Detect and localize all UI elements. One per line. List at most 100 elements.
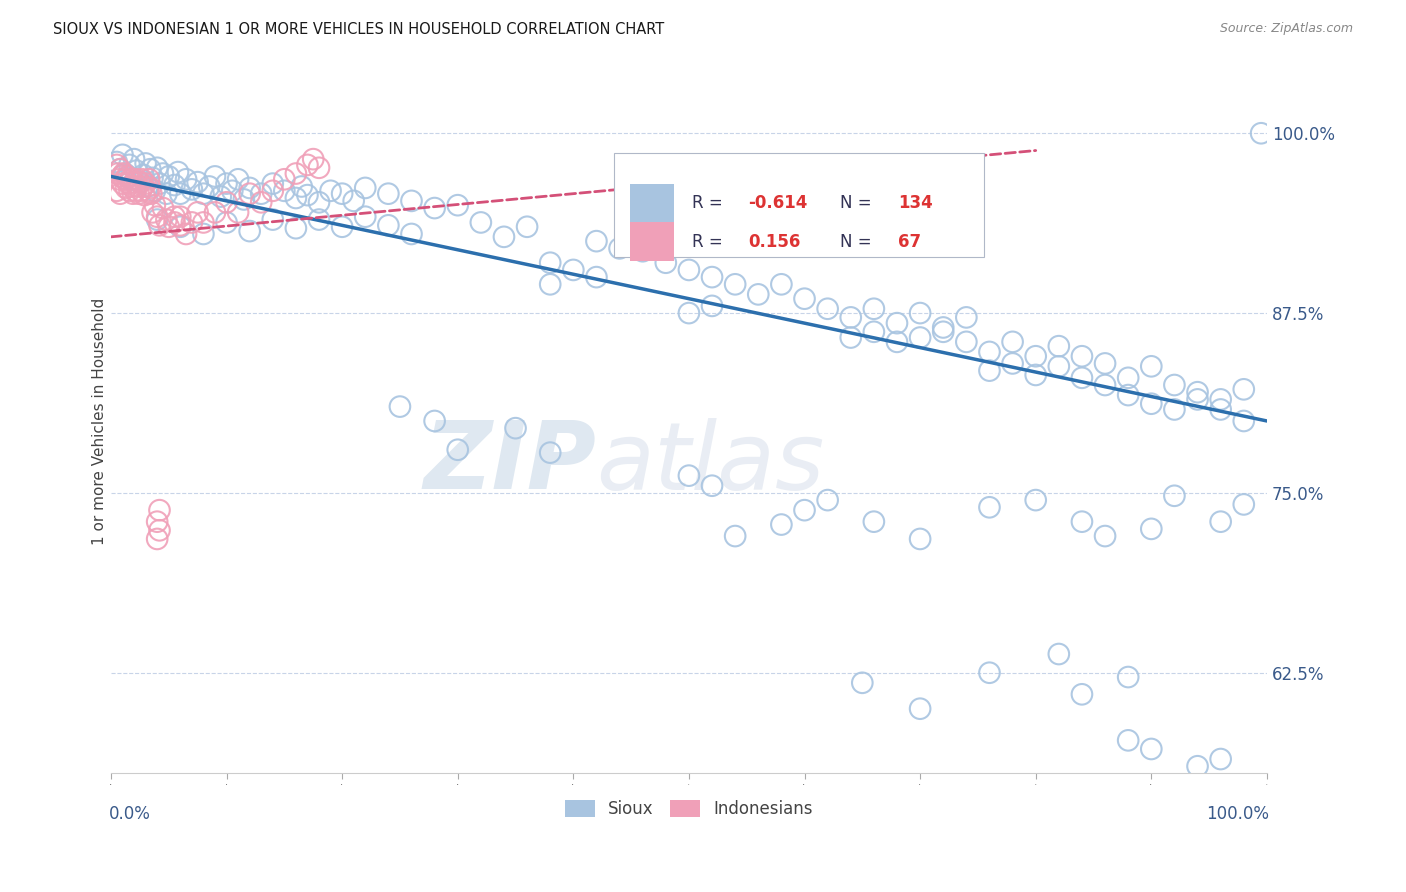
Point	[111, 148, 134, 162]
Point	[174, 227, 197, 241]
Text: N =: N =	[841, 194, 877, 212]
Point	[1025, 349, 1047, 363]
Point	[1163, 402, 1185, 417]
Point	[302, 152, 325, 166]
Text: ZIP: ZIP	[423, 417, 596, 509]
Point	[1116, 371, 1139, 385]
Point	[1116, 388, 1139, 402]
Point	[1187, 385, 1209, 400]
Point	[273, 172, 295, 186]
Point	[319, 184, 342, 198]
Point	[1071, 349, 1094, 363]
Point	[132, 179, 155, 194]
Point	[538, 277, 561, 292]
Point	[193, 186, 215, 201]
Point	[297, 158, 319, 172]
Point	[226, 205, 249, 219]
Point	[700, 270, 723, 285]
Point	[127, 179, 149, 194]
Point	[1047, 647, 1070, 661]
Point	[423, 201, 446, 215]
Point	[932, 320, 955, 334]
Point	[118, 184, 141, 198]
Point	[1025, 368, 1047, 382]
Point	[1163, 489, 1185, 503]
Point	[1094, 529, 1116, 543]
Point	[139, 181, 162, 195]
Point	[609, 241, 631, 255]
Point	[284, 221, 307, 235]
Point	[157, 169, 180, 184]
Text: -0.614: -0.614	[748, 194, 807, 212]
Point	[401, 227, 423, 241]
Point	[187, 205, 209, 219]
Point	[262, 212, 284, 227]
Point	[1187, 759, 1209, 773]
Point	[817, 301, 839, 316]
Point	[204, 169, 226, 184]
Point	[1140, 522, 1163, 536]
Point	[1250, 126, 1272, 140]
Point	[979, 665, 1001, 680]
Point	[146, 212, 169, 227]
Point	[169, 186, 191, 201]
Text: N =: N =	[841, 233, 877, 251]
Point	[1116, 733, 1139, 747]
Point	[124, 184, 146, 198]
Point	[700, 299, 723, 313]
Point	[215, 195, 238, 210]
Point	[1233, 414, 1256, 428]
Point	[1140, 359, 1163, 374]
Point	[117, 177, 139, 191]
Point	[377, 219, 399, 233]
Point	[125, 172, 148, 186]
Point	[516, 219, 538, 234]
Point	[215, 215, 238, 229]
Point	[585, 270, 607, 285]
Point	[388, 400, 411, 414]
Point	[114, 172, 136, 186]
Point	[1047, 359, 1070, 374]
Point	[793, 503, 815, 517]
FancyBboxPatch shape	[614, 153, 984, 258]
Point	[163, 178, 186, 192]
Point	[105, 184, 128, 198]
Point	[108, 186, 131, 201]
Point	[1116, 670, 1139, 684]
Point	[148, 177, 170, 191]
Point	[232, 193, 254, 207]
Point	[1209, 392, 1232, 407]
Text: 134: 134	[898, 194, 934, 212]
Point	[146, 532, 169, 546]
Point	[886, 316, 908, 330]
Bar	[630, 184, 673, 223]
Text: 0.156: 0.156	[748, 233, 800, 251]
Point	[538, 445, 561, 459]
Point	[863, 301, 886, 316]
Point	[152, 167, 174, 181]
Point	[908, 702, 931, 716]
Point	[107, 167, 129, 181]
Point	[678, 468, 700, 483]
Point	[377, 186, 399, 201]
Point	[129, 184, 152, 198]
Point	[747, 287, 769, 301]
Point	[330, 186, 353, 201]
Point	[932, 325, 955, 339]
Point	[204, 205, 226, 219]
Point	[908, 330, 931, 344]
Point	[1209, 515, 1232, 529]
Point	[180, 182, 202, 196]
Point	[163, 210, 186, 224]
Point	[155, 186, 177, 201]
Point	[221, 184, 243, 198]
Point	[239, 224, 262, 238]
Point	[284, 191, 307, 205]
Point	[585, 234, 607, 248]
Point	[955, 334, 977, 349]
Point	[1001, 356, 1024, 370]
Point	[1001, 334, 1024, 349]
Point	[163, 215, 186, 229]
Point	[155, 212, 177, 227]
Point	[136, 184, 159, 198]
